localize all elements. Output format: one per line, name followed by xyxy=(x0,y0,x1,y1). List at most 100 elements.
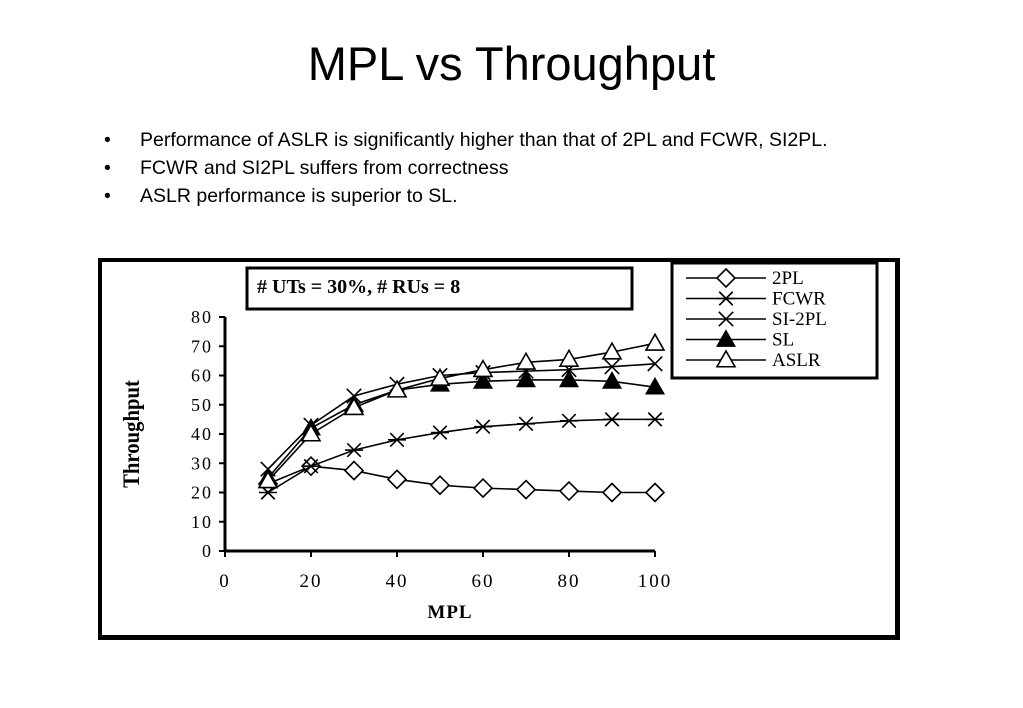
data-point-marker xyxy=(431,425,449,440)
diamond-marker xyxy=(515,479,537,500)
bullet-text: ASLR performance is superior to SL. xyxy=(140,185,458,207)
legend-label: FCWR xyxy=(772,289,826,310)
diamond-marker xyxy=(715,267,737,289)
data-point-marker xyxy=(718,311,734,327)
diamond-marker xyxy=(429,475,451,496)
asterisk-stroke xyxy=(303,458,319,474)
bullet-list: • Performance of ASLR is significantly hi… xyxy=(104,126,864,210)
data-point-marker xyxy=(517,416,535,432)
asterisk-stroke xyxy=(647,412,663,427)
x-tick-label: 100 xyxy=(638,571,673,592)
x-tick-label: 0 xyxy=(219,571,231,592)
y-tick-label: 20 xyxy=(191,483,213,503)
data-point-marker xyxy=(345,442,363,458)
asterisk-stroke xyxy=(389,432,405,448)
x-axis-label: MPL xyxy=(427,602,472,623)
triangle-marker xyxy=(472,371,494,389)
bullet-marker: • xyxy=(104,129,111,151)
chart-title: # UTs = 30%, # RUs = 8 xyxy=(257,276,460,298)
asterisk-stroke xyxy=(346,442,362,458)
data-point-marker xyxy=(388,432,406,448)
bullet-item: • ASLR performance is superior to SL. xyxy=(104,182,864,210)
data-point-marker xyxy=(515,351,537,370)
legend-item: ASLR xyxy=(686,349,821,371)
x-tick-label: 80 xyxy=(558,571,581,592)
y-tick-label: 10 xyxy=(191,512,213,532)
bullet-text: FCWR and SI2PL suffers from correctness xyxy=(140,157,509,179)
legend-label: SL xyxy=(772,330,794,351)
data-point-marker xyxy=(472,477,494,499)
asterisk-stroke xyxy=(561,413,577,429)
x-tick-label: 20 xyxy=(300,571,323,592)
data-point-marker xyxy=(647,356,663,372)
asterisk-stroke xyxy=(718,291,734,306)
legend-label: 2PL xyxy=(772,268,804,289)
bullet-item: • Performance of ASLR is significantly hi… xyxy=(104,126,864,154)
series-line xyxy=(267,363,656,470)
bullet-text: Performance of ASLR is significantly hig… xyxy=(140,129,828,151)
series-fcwr xyxy=(259,412,664,500)
diamond-marker xyxy=(386,469,408,490)
data-point-marker xyxy=(644,482,666,503)
triangle-marker xyxy=(558,369,580,388)
triangle-marker xyxy=(601,371,623,389)
data-point-marker xyxy=(644,376,666,395)
y-tick-label: 30 xyxy=(191,453,213,473)
x-stroke xyxy=(604,358,620,375)
data-point-marker xyxy=(644,332,666,351)
y-tick-label: 0 xyxy=(202,541,213,561)
triangle-marker xyxy=(644,332,666,351)
diamond-marker xyxy=(472,477,494,499)
data-point-marker xyxy=(429,475,451,496)
slide-title: MPL vs Throughput xyxy=(307,37,716,90)
diamond-marker xyxy=(644,482,666,503)
asterisk-stroke xyxy=(432,425,448,440)
y-tick-label: 50 xyxy=(191,395,213,415)
data-point-marker xyxy=(257,470,279,489)
asterisk-stroke xyxy=(475,419,491,435)
data-point-marker xyxy=(302,458,320,474)
triangle-marker xyxy=(515,351,537,370)
data-point-marker xyxy=(474,419,492,435)
data-point-marker xyxy=(715,267,737,289)
data-point-marker xyxy=(560,413,578,429)
asterisk-stroke xyxy=(604,412,620,427)
data-point-marker xyxy=(717,291,735,306)
y-tick-label: 70 xyxy=(191,336,213,356)
triangle-marker xyxy=(429,367,451,386)
diamond-marker xyxy=(601,482,623,503)
legend-label: ASLR xyxy=(772,350,821,371)
bullet-item: • FCWR and SI2PL suffers from correctness xyxy=(104,154,864,182)
data-point-marker xyxy=(515,369,537,388)
x-tick-label: 40 xyxy=(386,571,409,592)
data-point-marker xyxy=(343,460,365,481)
x-tick-label: 60 xyxy=(472,571,495,592)
data-point-marker xyxy=(604,358,620,375)
triangle-marker xyxy=(558,348,580,367)
data-point-marker xyxy=(715,329,737,347)
diamond-marker xyxy=(343,460,365,481)
data-point-marker xyxy=(515,479,537,500)
legend-label: SI-2PL xyxy=(772,309,827,330)
data-point-marker xyxy=(601,341,623,360)
triangle-marker xyxy=(472,359,494,378)
series-line xyxy=(267,465,655,494)
triangle-marker xyxy=(515,369,537,388)
x-stroke xyxy=(647,356,663,372)
data-point-marker xyxy=(386,469,408,490)
triangle-marker xyxy=(601,341,623,360)
series-line xyxy=(267,342,656,482)
data-point-marker xyxy=(646,412,664,427)
data-point-marker xyxy=(603,412,621,427)
series-aslr xyxy=(257,332,666,489)
data-point-marker xyxy=(715,349,737,368)
asterisk-stroke xyxy=(518,416,534,432)
chart-title-box xyxy=(245,266,634,311)
y-tick-label: 60 xyxy=(191,366,213,386)
legend-item: SI-2PL xyxy=(686,309,827,330)
data-point-marker xyxy=(343,397,365,416)
data-point-marker xyxy=(558,480,580,502)
legend-box xyxy=(670,261,879,380)
triangle-marker xyxy=(715,349,737,368)
